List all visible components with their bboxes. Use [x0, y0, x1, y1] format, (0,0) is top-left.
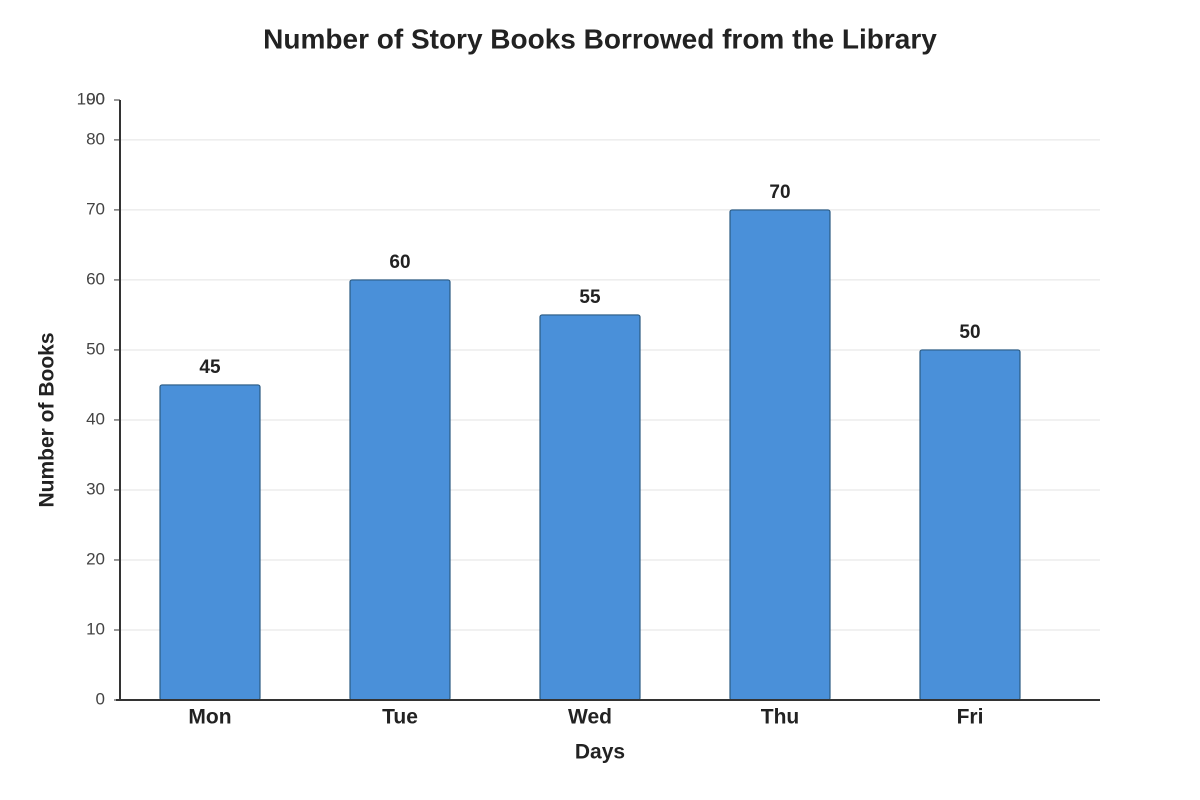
x-tick-label: Wed — [568, 706, 612, 729]
data-label: 60 — [389, 252, 410, 273]
y-tick-label: 0 — [96, 689, 105, 708]
y-tick-label: 50 — [86, 339, 105, 358]
y-tick-label: 10 — [86, 619, 105, 638]
x-tick-label: Tue — [382, 706, 418, 729]
y-tick-label: 60 — [86, 269, 105, 288]
bar — [729, 209, 831, 701]
y-tick-label: 70 — [86, 199, 105, 218]
bar — [159, 384, 261, 701]
bar — [349, 279, 451, 701]
y-tick-label: 40 — [86, 409, 105, 428]
y-tick-label: 30 — [86, 479, 105, 498]
y-tick-label: 80 — [86, 129, 105, 148]
y-tick-label: 20 — [86, 549, 105, 568]
y-axis-label: Number of Books — [36, 332, 59, 507]
y-tick-label: 100 — [77, 89, 105, 108]
bar — [539, 314, 641, 701]
data-label: 70 — [769, 182, 790, 203]
x-tick-label: Thu — [761, 706, 799, 729]
data-label: 55 — [579, 287, 601, 308]
x-tick-label: Fri — [957, 706, 984, 729]
chart-title: Number of Story Books Borrowed from the … — [263, 23, 937, 54]
data-label: 45 — [199, 357, 221, 378]
x-axis-label: Days — [575, 741, 625, 764]
bar — [919, 349, 1021, 701]
x-tick-label: Mon — [188, 706, 231, 729]
data-label: 50 — [959, 322, 980, 343]
y-tick-label: 90 — [86, 89, 105, 108]
